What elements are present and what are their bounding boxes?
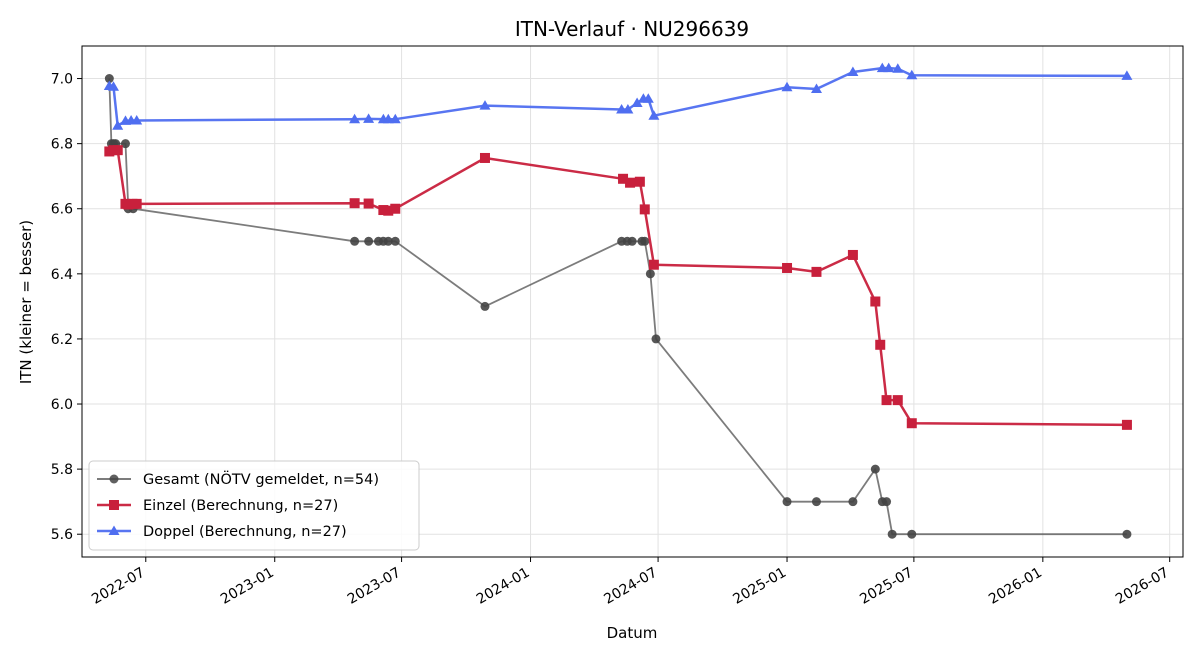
x-axis-label: Datum <box>607 624 658 642</box>
data-point-doppel <box>648 110 660 120</box>
data-point-gesamt <box>848 497 858 507</box>
data-point-einzel <box>1121 419 1132 430</box>
data-point-gesamt <box>627 236 637 246</box>
data-point-doppel <box>363 113 375 123</box>
data-point-einzel <box>634 176 645 187</box>
data-point-doppel <box>847 66 859 76</box>
series-einzel <box>104 145 1132 430</box>
data-point-einzel <box>479 152 490 163</box>
data-point-einzel <box>390 203 401 214</box>
data-point-einzel <box>847 249 858 260</box>
data-point-einzel <box>383 205 394 216</box>
data-point-gesamt <box>1122 529 1132 539</box>
data-point-doppel <box>349 113 361 124</box>
data-point-doppel <box>131 115 143 125</box>
data-point-gesamt <box>887 529 897 539</box>
data-point-gesamt <box>882 497 892 507</box>
grid-lines <box>82 46 1183 557</box>
data-point-doppel <box>811 83 822 93</box>
data-point-gesamt <box>104 74 114 84</box>
legend-item-einzel: Einzel (Berechnung, n=27) <box>97 498 338 514</box>
data-point-gesamt <box>907 529 917 539</box>
legend-marker-doppel <box>108 525 120 535</box>
data-point-einzel <box>131 198 142 209</box>
data-point-einzel <box>906 418 917 429</box>
data-point-einzel <box>892 395 903 406</box>
y-tick-label: 6.0 <box>51 397 73 413</box>
data-point-doppel <box>1121 70 1133 80</box>
series-layer <box>103 62 1133 539</box>
legend-item-gesamt: Gesamt (NÖTV gemeldet, n=54) <box>97 470 379 488</box>
data-point-einzel <box>881 395 892 406</box>
data-point-gesamt <box>640 236 650 246</box>
data-point-doppel <box>781 81 793 92</box>
data-point-einzel <box>782 262 793 273</box>
data-point-gesamt <box>645 269 655 279</box>
legend-item-doppel: Doppel (Berechnung, n=27) <box>97 524 347 540</box>
data-point-gesamt <box>480 301 490 311</box>
data-point-gesamt <box>782 497 792 507</box>
data-point-einzel <box>625 177 636 188</box>
data-point-doppel <box>382 113 394 124</box>
data-point-gesamt <box>390 236 400 246</box>
y-tick-label: 5.6 <box>51 527 73 543</box>
data-point-gesamt <box>651 334 661 344</box>
legend-label-doppel: Doppel (Berechnung, n=27) <box>143 524 347 540</box>
data-point-gesamt <box>120 139 130 149</box>
y-tick-label: 6.4 <box>51 267 73 283</box>
legend-label-gesamt: Gesamt (NÖTV gemeldet, n=54) <box>143 470 379 488</box>
y-tick-label: 6.8 <box>51 137 73 153</box>
y-tick-label: 7.0 <box>51 72 73 88</box>
legend-marker-gesamt <box>109 474 119 484</box>
data-point-doppel <box>892 63 904 73</box>
legend: Gesamt (NÖTV gemeldet, n=54) Einzel (Ber… <box>88 460 420 551</box>
data-point-gesamt <box>350 236 360 246</box>
data-point-gesamt <box>383 236 393 246</box>
data-point-gesamt <box>870 464 880 474</box>
data-point-einzel <box>811 266 822 277</box>
data-point-einzel <box>639 204 650 215</box>
data-point-doppel <box>906 69 918 80</box>
data-point-gesamt <box>811 497 821 507</box>
series-doppel <box>103 62 1133 130</box>
data-point-einzel <box>349 198 360 209</box>
data-point-doppel <box>642 93 654 103</box>
chart-title: ITN-Verlauf · NU296639 <box>515 17 749 41</box>
legend-box <box>88 460 420 551</box>
legend-marker-einzel <box>109 500 119 510</box>
data-point-doppel <box>622 104 634 114</box>
data-point-doppel <box>883 62 895 73</box>
data-point-einzel <box>363 198 374 209</box>
y-tick-label: 6.6 <box>51 202 73 218</box>
legend-label-einzel: Einzel (Berechnung, n=27) <box>143 498 338 514</box>
y-tick-label: 5.8 <box>51 462 73 478</box>
plot-frame <box>81 45 1184 558</box>
y-tick-label: 6.2 <box>51 332 73 348</box>
data-point-doppel <box>108 81 119 91</box>
data-point-doppel <box>479 100 491 110</box>
data-point-einzel <box>875 339 886 350</box>
data-point-einzel <box>112 145 123 156</box>
y-axis-ticks: 5.6 5.8 6.0 6.2 6.4 6.6 6.8 7.0 <box>51 72 82 543</box>
data-point-einzel <box>870 296 881 307</box>
data-point-gesamt <box>364 236 374 246</box>
data-point-doppel <box>389 113 401 124</box>
y-axis-label: ITN (kleiner = besser) <box>17 220 35 384</box>
data-point-doppel <box>112 120 124 130</box>
data-point-einzel <box>618 173 629 184</box>
data-point-einzel <box>648 259 659 270</box>
data-point-doppel <box>631 97 643 107</box>
